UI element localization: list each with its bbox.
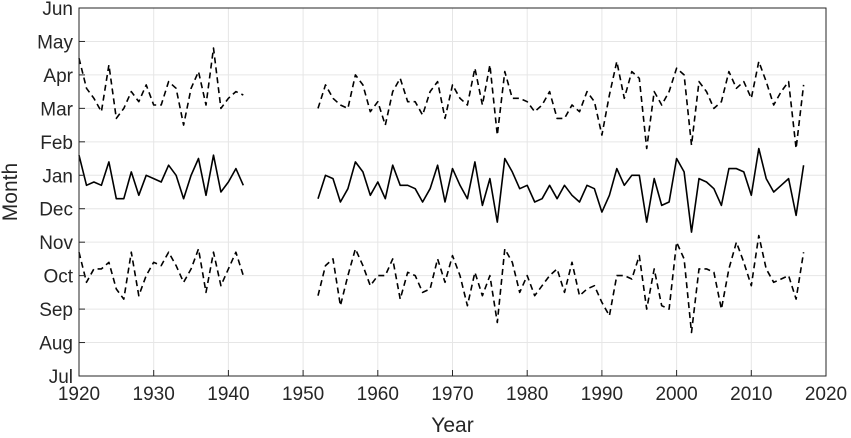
x-tick-label: 2020 bbox=[805, 384, 847, 405]
x-tick-label: 1920 bbox=[58, 384, 100, 405]
y-tick-label: Jun bbox=[42, 0, 73, 20]
y-axis: Jul Aug Sep Oct Nov Dec Jan Feb Mar Apr May Jun bbox=[37, 0, 85, 388]
y-tick-label: Nov bbox=[39, 233, 73, 254]
y-tick-label: Feb bbox=[40, 133, 73, 154]
series-line-3-segment-1 bbox=[78, 248, 245, 300]
x-tick-label: 1990 bbox=[581, 384, 623, 405]
series-line-2-segment-2 bbox=[317, 147, 805, 233]
y-axis-title: Month bbox=[0, 163, 22, 221]
x-axis-title: Year bbox=[431, 414, 473, 437]
series-line-1-segment-1 bbox=[78, 47, 244, 126]
y-tick-label: Sep bbox=[39, 300, 73, 321]
x-tick-label: 1980 bbox=[506, 384, 548, 405]
grid bbox=[78, 7, 827, 377]
series-line-3-segment-2 bbox=[317, 234, 805, 334]
y-tick-label: Aug bbox=[39, 334, 73, 355]
x-axis: 1920 1930 1940 1950 1960 1970 1980 1990 2000 2010… bbox=[58, 370, 847, 405]
x-tick-label: 1970 bbox=[431, 384, 473, 405]
x-tick-label: 1950 bbox=[282, 384, 324, 405]
y-tick-label: Apr bbox=[43, 66, 73, 87]
x-tick-label: 2000 bbox=[655, 384, 697, 405]
x-tick-label: 1940 bbox=[207, 384, 249, 405]
y-tick-label: Jan bbox=[42, 166, 73, 187]
y-tick-label: Mar bbox=[40, 99, 73, 120]
y-tick-label: May bbox=[37, 32, 73, 53]
x-tick-label: 1930 bbox=[133, 384, 175, 405]
series-line-1-segment-2 bbox=[317, 60, 805, 150]
x-tick-label: 2010 bbox=[730, 384, 772, 405]
y-tick-label: Dec bbox=[39, 200, 73, 221]
series-line-2-segment-1 bbox=[78, 154, 245, 200]
y-tick-label: Oct bbox=[43, 267, 73, 288]
y-tick-label: Jul bbox=[49, 367, 73, 388]
x-tick-label: 1960 bbox=[357, 384, 399, 405]
series-group bbox=[78, 47, 805, 334]
